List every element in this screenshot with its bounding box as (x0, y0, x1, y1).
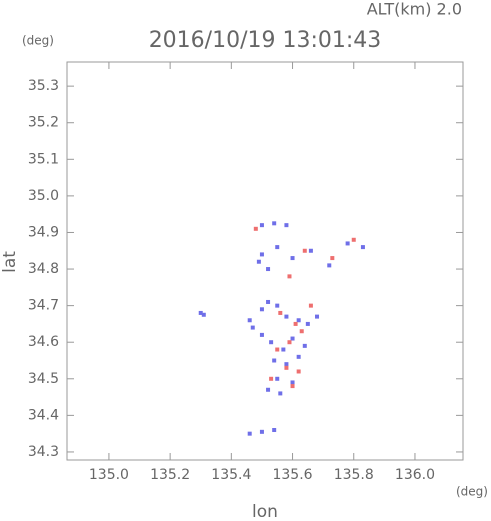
y-tick-label: 34.6 (28, 334, 59, 350)
point (287, 340, 292, 345)
point (284, 314, 289, 319)
point (351, 237, 356, 242)
point (284, 223, 289, 228)
point (284, 365, 289, 370)
x-axis-label: lon (252, 502, 278, 521)
point (247, 318, 252, 323)
y-tick-label: 34.4 (28, 407, 59, 423)
point (259, 429, 264, 434)
point (266, 267, 271, 272)
point (360, 245, 365, 250)
point (266, 299, 271, 304)
point (278, 391, 283, 396)
point (275, 347, 280, 352)
altitude-label: ALT(km) 2.0 (367, 0, 462, 19)
point (272, 221, 277, 226)
point (305, 321, 310, 326)
point (259, 332, 264, 337)
point (290, 380, 295, 385)
point (259, 252, 264, 257)
point (290, 336, 295, 341)
point (290, 384, 295, 389)
y-tick-label: 34.5 (28, 371, 59, 387)
point (272, 428, 277, 433)
point (296, 354, 301, 359)
chart-title: 2016/10/19 13:01:43 (149, 28, 382, 53)
x-tick-label: 135.6 (272, 467, 312, 483)
point (290, 256, 295, 261)
y-axis-label: lat (0, 251, 20, 273)
point (308, 303, 313, 308)
y-tick-label: 35.0 (28, 188, 59, 204)
x-tick-label: 135.4 (211, 467, 251, 483)
x-tick-label: 135.2 (150, 467, 190, 483)
y-unit: (deg) (22, 34, 54, 48)
point (299, 329, 304, 334)
point (256, 259, 261, 264)
point (278, 310, 283, 315)
point (287, 274, 292, 279)
point (275, 376, 280, 381)
point (259, 307, 264, 312)
y-tick-label: 35.2 (28, 115, 59, 131)
y-tick-label: 34.8 (28, 261, 59, 277)
point (275, 303, 280, 308)
point (250, 325, 255, 330)
y-tick-label: 34.9 (28, 224, 59, 240)
point (259, 223, 264, 228)
x-tick-label: 135.8 (334, 467, 374, 483)
point (330, 256, 335, 261)
y-tick-label: 35.1 (28, 151, 59, 167)
point (275, 245, 280, 250)
point (308, 248, 313, 253)
point (327, 263, 332, 268)
point (284, 362, 289, 367)
point (272, 358, 277, 363)
y-tick-label: 34.7 (28, 298, 59, 314)
point (296, 369, 301, 374)
y-tick-label: 34.3 (28, 444, 59, 460)
point (296, 318, 301, 323)
x-tick-label: 136.0 (395, 467, 435, 483)
y-tick-label: 35.3 (28, 78, 59, 94)
point (302, 343, 307, 348)
point (345, 241, 350, 246)
point (315, 314, 320, 319)
point (269, 340, 274, 345)
point (198, 310, 203, 315)
point (266, 387, 271, 392)
x-unit: (deg) (456, 485, 488, 499)
plot-frame (66, 61, 464, 461)
point (281, 347, 286, 352)
point (269, 376, 274, 381)
point (201, 312, 206, 317)
x-tick-label: 135.0 (89, 467, 129, 483)
point (302, 248, 307, 253)
point (253, 226, 258, 231)
point (293, 321, 298, 326)
point (247, 431, 252, 436)
